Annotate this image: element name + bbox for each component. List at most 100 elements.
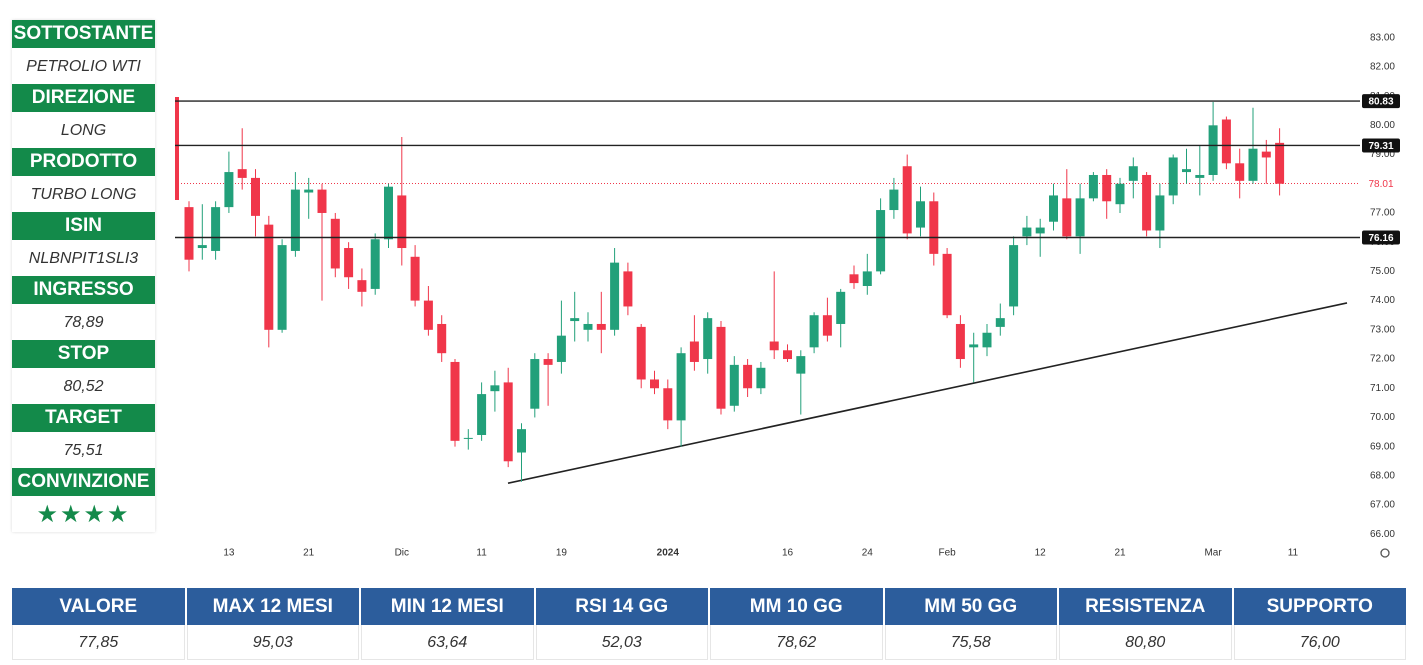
panel-value: TURBO LONG — [30, 186, 137, 203]
panel-value: LONG — [60, 122, 107, 139]
candle-body — [1275, 142, 1285, 184]
candle-body — [809, 315, 819, 348]
candle-body — [317, 189, 327, 213]
x-tick-label: 12 — [1035, 548, 1047, 559]
x-tick-label: 2024 — [657, 548, 680, 559]
candle-body — [570, 318, 580, 322]
candle-body — [743, 364, 753, 389]
stats-table: VALORE MAX 12 MESI MIN 12 MESI RSI 14 GG MM … — [12, 588, 1406, 660]
x-tick-label: Dic — [395, 548, 409, 559]
x-tick-label: 19 — [556, 548, 568, 559]
candle-body — [849, 274, 859, 284]
candle-body — [237, 169, 247, 178]
candle-body — [251, 177, 260, 216]
candle-body — [916, 201, 925, 228]
panel-header: STOP — [12, 340, 155, 368]
candle-body — [876, 210, 886, 272]
candle-body — [330, 218, 340, 269]
candle-body — [1261, 151, 1271, 158]
panel-value: NLBNPIT1SLI3 — [28, 250, 139, 267]
candle-body — [1182, 169, 1191, 173]
candle-body — [836, 291, 846, 324]
candle-body — [224, 172, 234, 208]
table-header: RESISTENZA — [1059, 588, 1232, 625]
candle-body — [982, 332, 992, 348]
candle-body — [969, 344, 979, 348]
panel-header: ISIN — [12, 212, 155, 240]
panel-value: ★★★★ — [36, 501, 131, 528]
x-tick-label: 11 — [1288, 548, 1299, 559]
candle-body — [1208, 125, 1218, 175]
candle-body — [955, 323, 965, 360]
y-tick-label: 77.00 — [1370, 208, 1395, 219]
candle-body — [1115, 183, 1125, 205]
y-tick-label: 73.00 — [1370, 324, 1395, 335]
info-panel: SOTTOSTANTE PETROLIO WTI DIREZIONE LONG PROD… — [12, 20, 155, 532]
candle-body — [463, 437, 473, 439]
candle-body — [264, 224, 274, 330]
panel-header: TARGET — [12, 404, 155, 432]
candle-body — [1155, 195, 1165, 231]
candle-body — [423, 300, 433, 330]
range-marker — [175, 97, 179, 200]
y-tick-label: 72.00 — [1370, 354, 1395, 365]
candle-body — [889, 189, 899, 211]
candle-body — [517, 429, 526, 453]
candle-body — [1035, 227, 1045, 234]
panel-value: 75,51 — [63, 442, 104, 459]
candle-body — [503, 382, 513, 462]
y-tick-label: 80.00 — [1370, 120, 1395, 131]
x-tick-label: 16 — [782, 548, 794, 559]
y-tick-label: 68.00 — [1370, 471, 1395, 482]
y-tick-label: 83.00 — [1370, 32, 1395, 43]
y-tick-label: 66.00 — [1370, 529, 1395, 540]
candle-body — [304, 189, 314, 193]
candle-body — [596, 323, 606, 330]
y-tick-label: 82.00 — [1370, 62, 1395, 73]
candle-body — [1128, 166, 1138, 181]
candle-body — [477, 394, 487, 435]
x-tick-label: 24 — [862, 548, 874, 559]
panel-value: 78,89 — [63, 314, 104, 331]
candle-body — [610, 262, 620, 330]
candle-body — [583, 323, 593, 330]
x-tick-label: 21 — [1114, 548, 1126, 559]
candle-body — [437, 323, 447, 354]
x-tick-label: 13 — [223, 548, 235, 559]
panel-header: PRODOTTO — [12, 148, 155, 176]
candle-body — [384, 186, 393, 240]
y-tick-label: 75.00 — [1370, 266, 1395, 277]
candle-body — [344, 248, 354, 278]
table-header: MIN 12 MESI — [361, 588, 534, 625]
table-cell: 80,80 — [1059, 625, 1232, 660]
table-header: MAX 12 MESI — [186, 588, 359, 625]
table-cell: 76,00 — [1233, 625, 1406, 660]
table-header: SUPPORTO — [1233, 588, 1406, 625]
panel-header: SOTTOSTANTE — [12, 20, 155, 48]
panel-value: PETROLIO WTI — [26, 58, 141, 75]
candle-body — [929, 201, 939, 254]
x-tick-label: Mar — [1204, 548, 1222, 559]
candle-body — [1168, 157, 1178, 196]
candle-body — [676, 353, 686, 421]
chart: 66.00 67.00 68.00 69.00 70.00 71.00 72.00 73.00… — [175, 32, 1400, 559]
candle-body — [623, 271, 633, 307]
table-cell: 75,58 — [884, 625, 1057, 660]
level-label-box — [1362, 138, 1400, 153]
candle-body — [290, 189, 300, 251]
settings-icon[interactable] — [1380, 548, 1390, 558]
candle-body — [902, 166, 912, 234]
candle-body — [689, 341, 699, 362]
candle-body — [862, 271, 872, 286]
level-label-box — [1362, 230, 1400, 245]
candle-body — [556, 335, 566, 362]
table-cell: 78,62 — [710, 625, 883, 660]
table-cell: 77,85 — [12, 625, 185, 660]
table-cell: 95,03 — [186, 625, 359, 660]
candle-body — [211, 207, 221, 251]
candle-body — [1049, 195, 1058, 222]
candle-body — [1142, 174, 1152, 231]
y-tick-label: 67.00 — [1370, 500, 1395, 511]
level-label: 80.83 — [1368, 97, 1393, 108]
